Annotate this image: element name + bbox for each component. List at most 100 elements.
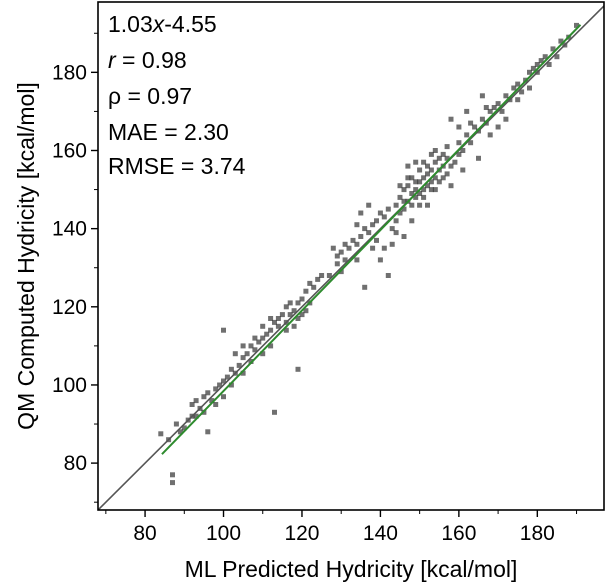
data-point [170, 480, 175, 486]
data-point [440, 151, 446, 157]
data-point [193, 398, 199, 404]
data-point [534, 62, 540, 67]
data-point [495, 101, 501, 107]
data-point [334, 253, 340, 259]
data-point [268, 316, 274, 321]
data-point [268, 343, 274, 349]
data-point [189, 402, 195, 407]
data-point [389, 226, 395, 232]
data-point [436, 155, 442, 161]
data-point [511, 85, 517, 91]
data-point [228, 366, 234, 372]
pearson-r: r = 0.98 [108, 47, 187, 73]
data-point [260, 351, 266, 357]
fit-line [161, 24, 582, 455]
y-tick-label: 80 [64, 452, 87, 475]
data-point [479, 93, 485, 99]
data-point [483, 105, 489, 110]
data-point [499, 108, 505, 114]
rmse-value: RMSE = 3.74 [108, 153, 246, 179]
data-point [393, 218, 399, 224]
data-point [413, 187, 419, 193]
data-point [342, 241, 348, 247]
data-point [248, 343, 254, 349]
data-point [381, 245, 387, 251]
data-point [421, 159, 427, 165]
data-point [417, 202, 423, 208]
pearson-r-symbol: r [108, 47, 117, 73]
data-point [213, 386, 219, 392]
data-point [405, 183, 411, 189]
data-point [291, 308, 297, 314]
data-point [330, 245, 336, 251]
data-point [425, 183, 430, 189]
data-point [326, 273, 332, 278]
data-point [366, 202, 372, 208]
data-point [448, 116, 454, 122]
data-point [295, 366, 301, 372]
data-point [519, 89, 525, 95]
data-point [393, 202, 399, 208]
data-point [425, 171, 430, 177]
data-point [213, 402, 219, 407]
data-point [272, 409, 277, 415]
data-point [260, 323, 266, 329]
y-tick-label: 140 [52, 218, 87, 241]
data-point [236, 362, 242, 368]
data-point [401, 234, 407, 239]
data-point [209, 398, 215, 404]
fit-equation-slope: 1.03 [108, 11, 153, 37]
data-point [205, 429, 211, 435]
data-point [452, 159, 458, 165]
data-point [456, 151, 462, 157]
data-point [350, 237, 356, 243]
data-point [538, 58, 544, 64]
data-point [550, 46, 556, 52]
data-point [405, 163, 411, 169]
data-point [409, 202, 415, 208]
data-point [181, 425, 187, 431]
data-point [444, 155, 450, 161]
data-point [252, 347, 258, 353]
data-point [436, 179, 442, 185]
y-tick-label: 160 [52, 139, 87, 162]
x-tick-label: 80 [133, 522, 156, 545]
data-point [393, 230, 399, 236]
data-point [397, 194, 403, 200]
pearson-r-value: = 0.98 [116, 47, 187, 73]
data-point [421, 194, 427, 200]
x-tick-label: 160 [441, 522, 476, 545]
data-point [358, 234, 364, 239]
data-point [319, 273, 325, 278]
data-point [468, 120, 474, 126]
data-point [287, 300, 293, 306]
data-point [503, 93, 509, 99]
data-point [374, 218, 379, 224]
data-point [428, 179, 434, 185]
data-point [444, 171, 450, 177]
data-point [381, 214, 387, 220]
data-point [307, 280, 313, 286]
data-point [311, 284, 317, 290]
data-point [279, 312, 285, 318]
data-point [413, 159, 419, 165]
data-point [260, 335, 266, 341]
data-point [287, 312, 293, 318]
data-point [432, 159, 438, 165]
data-point [334, 261, 340, 267]
data-point [479, 116, 485, 122]
data-point [275, 323, 281, 329]
data-point [389, 241, 395, 247]
data-point [460, 148, 466, 153]
data-point [401, 206, 407, 212]
data-point [432, 148, 438, 153]
data-point [221, 327, 226, 333]
data-point [456, 124, 462, 130]
y-tick-label: 120 [52, 296, 87, 319]
data-point [421, 175, 427, 181]
data-point [444, 144, 450, 150]
data-point [362, 284, 368, 290]
data-point [299, 312, 305, 318]
data-point [272, 319, 277, 325]
